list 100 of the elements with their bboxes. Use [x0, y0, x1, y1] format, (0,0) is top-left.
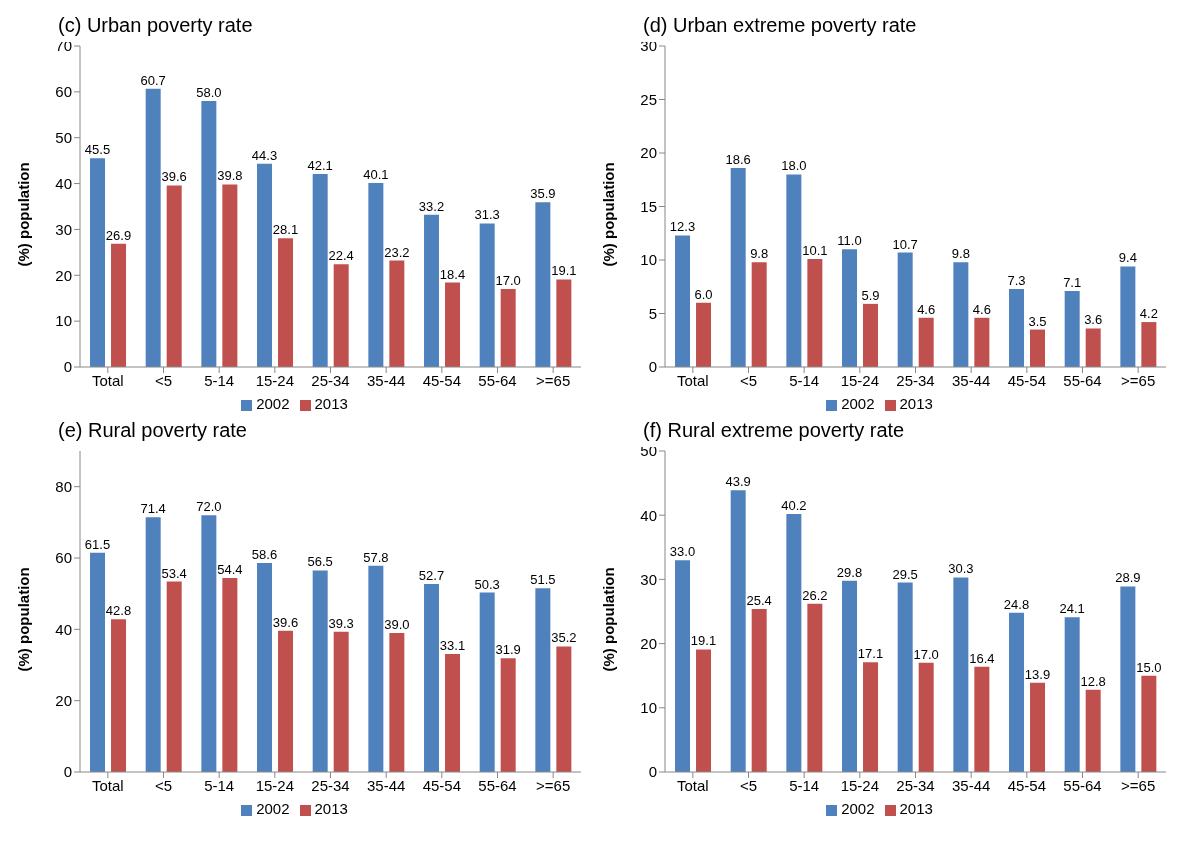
bar [368, 565, 384, 772]
data-label: 33.1 [439, 637, 466, 653]
bar [257, 163, 273, 367]
bar [918, 317, 934, 367]
x-tick-label: 25-34 [896, 776, 935, 794]
y-axis-title: (%) population [600, 162, 618, 267]
data-label: 39.8 [217, 168, 243, 184]
data-label: 54.4 [217, 561, 243, 577]
bar [111, 619, 127, 772]
y-tick-label: 40 [640, 506, 657, 524]
data-label: 35.2 [551, 630, 577, 646]
bar [897, 252, 913, 367]
bar [918, 662, 934, 772]
y-axis-title: (%) population [15, 567, 33, 672]
data-label: 13.9 [1024, 666, 1051, 682]
bar [1030, 682, 1046, 772]
bar [556, 646, 572, 772]
legend-label: 2002 [256, 395, 290, 412]
data-label: 26.9 [105, 227, 132, 243]
y-tick-label: 25 [640, 90, 657, 108]
data-label: 56.5 [307, 554, 333, 570]
y-tick-label: 30 [640, 570, 657, 588]
data-label: 31.9 [495, 642, 521, 658]
data-label: 4.2 [1139, 306, 1158, 322]
bar [424, 214, 440, 367]
bar [1085, 328, 1101, 367]
y-tick-label: 40 [55, 174, 72, 192]
data-label: 45.5 [84, 142, 111, 158]
x-tick-label: <5 [739, 371, 758, 389]
chart-title: (f) Rural extreme poverty rate [643, 419, 905, 441]
bar [389, 632, 405, 772]
data-label: 19.1 [690, 633, 717, 649]
bar [807, 603, 823, 772]
data-label: 18.0 [781, 158, 807, 174]
legend-label: 2013 [314, 800, 348, 817]
y-tick-label: 20 [640, 144, 657, 162]
data-label: 16.4 [969, 650, 995, 666]
bar [333, 264, 349, 367]
data-label: 4.6 [917, 301, 936, 317]
data-label: 15.0 [1136, 659, 1162, 675]
data-label: 72.0 [196, 499, 222, 515]
x-tick-label: 15-24 [255, 371, 295, 389]
x-tick-label: 45-54 [1007, 371, 1047, 389]
data-label: 33.2 [418, 198, 445, 214]
y-tick-label: 20 [55, 266, 72, 284]
bar [1009, 612, 1025, 772]
data-label: 51.5 [530, 572, 556, 588]
x-tick-label: 45-54 [1007, 776, 1047, 794]
bar [201, 515, 217, 772]
bar [479, 223, 495, 367]
bar [863, 303, 879, 367]
bar [445, 282, 461, 367]
data-label: 40.1 [363, 167, 389, 183]
bar [201, 101, 217, 367]
data-label: 31.3 [474, 207, 500, 223]
bar [278, 630, 294, 772]
bar [751, 608, 767, 772]
bar [535, 202, 551, 367]
data-label: 10.7 [892, 236, 918, 252]
x-tick-label: <5 [739, 776, 758, 794]
data-label: 30.3 [948, 561, 974, 577]
y-tick-label: 15 [640, 197, 657, 215]
y-tick-label: 30 [55, 220, 72, 238]
y-tick-label: 0 [63, 358, 72, 376]
x-tick-label: 55-64 [1063, 371, 1102, 389]
bar [953, 577, 969, 772]
x-tick-label: 25-34 [896, 371, 935, 389]
bar [842, 580, 858, 772]
legend-label: 2002 [841, 395, 875, 412]
legend-label: 2002 [256, 800, 290, 817]
data-label: 44.3 [251, 147, 278, 163]
bar [897, 582, 913, 772]
data-label: 6.0 [694, 286, 713, 302]
bar [312, 570, 328, 772]
x-tick-label: 55-64 [478, 371, 517, 389]
legend-label: 2013 [899, 395, 933, 412]
data-label: 7.3 [1007, 272, 1026, 288]
bar [222, 577, 238, 772]
bar [278, 238, 294, 367]
bar [145, 88, 161, 367]
data-label: 23.2 [384, 244, 410, 260]
bar [1009, 288, 1025, 367]
x-tick-label: 5-14 [204, 371, 235, 389]
y-tick-label: 80 [55, 477, 72, 495]
bar [1064, 617, 1080, 772]
x-tick-label: Total [91, 776, 124, 794]
data-label: 61.5 [84, 536, 111, 552]
data-label: 11.0 [837, 233, 862, 249]
data-label: 35.9 [530, 186, 556, 202]
bar [786, 174, 802, 367]
data-label: 24.8 [1003, 596, 1030, 612]
chart-title: (c) Urban poverty rate [58, 14, 253, 36]
data-label: 58.6 [251, 546, 278, 562]
bar [696, 302, 712, 367]
bar [863, 662, 879, 772]
x-tick-label: 25-34 [311, 371, 350, 389]
bar [333, 631, 349, 772]
data-label: 12.3 [669, 219, 696, 235]
x-tick-label: >=65 [536, 371, 571, 389]
bar [312, 173, 328, 367]
